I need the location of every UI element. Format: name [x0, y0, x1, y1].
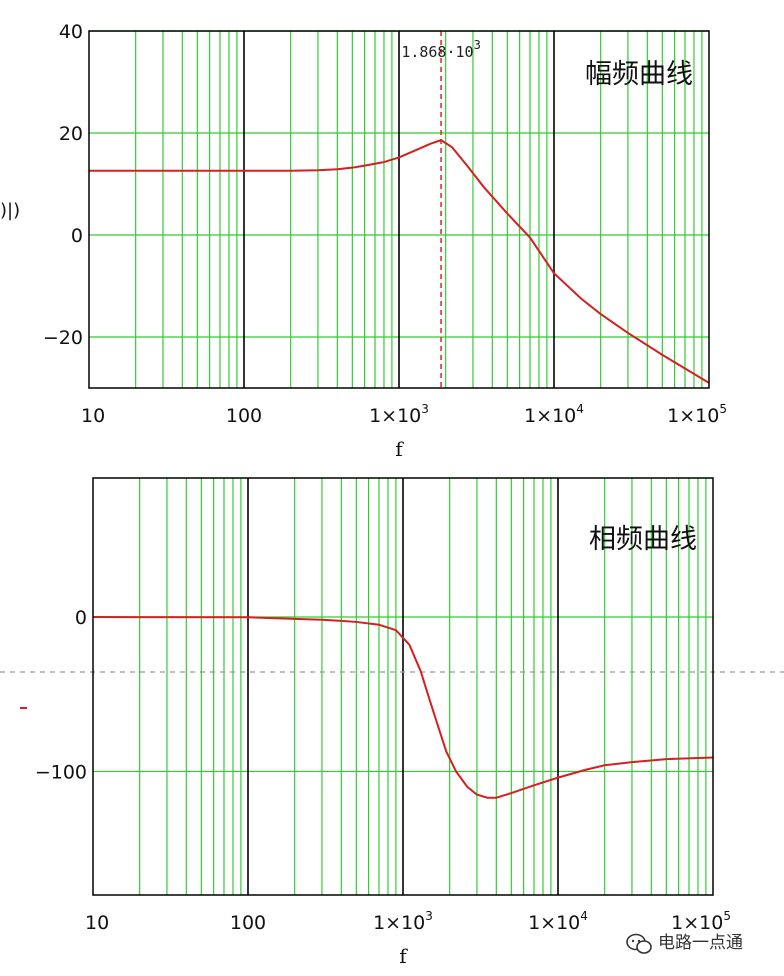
- wechat-icon: [626, 933, 652, 954]
- magnitude-plot-frame: [88, 30, 710, 389]
- x-tick-label: 100: [226, 405, 262, 427]
- magnitude-chart-title: 幅频曲线: [585, 59, 693, 90]
- y-tick-label: 40: [59, 21, 83, 43]
- phase-series-line: [92, 616, 714, 799]
- magnitude-grid: [89, 30, 709, 388]
- x-tick-label: 1×104: [528, 909, 588, 934]
- phase-chart-title: 相频曲线: [589, 524, 697, 555]
- y-tick-label: −100: [35, 761, 87, 783]
- watermark-text: 电路一点通: [658, 933, 743, 953]
- magnitude-y-tick-labels: 40 20 0 −20: [43, 21, 83, 349]
- magnitude-x-tick-labels: 10 100 1×103 1×104 1×105: [81, 402, 727, 427]
- y-tick-label: 0: [71, 225, 83, 247]
- y-tick-label: 0: [75, 607, 87, 629]
- phase-y-tick-labels: 0 −100: [35, 607, 87, 783]
- y-tick-label: −20: [43, 327, 83, 349]
- magnitude-series-line: [89, 139, 710, 384]
- phase-grid: [93, 478, 713, 895]
- phase-x-tick-labels: 10 100 1×103 1×104 1×105: [85, 909, 731, 934]
- x-tick-label: 100: [230, 912, 266, 934]
- magnitude-y-axis-label-partial: )|): [0, 200, 20, 221]
- magnitude-peak-marker-label: 1.868·103: [401, 38, 480, 61]
- x-tick-label: 1×103: [373, 909, 433, 934]
- watermark: 电路一点通: [626, 933, 743, 954]
- x-tick-label: 1×105: [667, 402, 727, 427]
- y-tick-label: 20: [59, 123, 83, 145]
- phase-chart: 0 −100 10 100 1×103 1×104 1×105 相频曲线 f: [0, 477, 784, 968]
- magnitude-x-axis-label: f: [395, 437, 404, 461]
- phase-x-axis-label: f: [399, 944, 408, 968]
- x-tick-label: 1×103: [369, 402, 429, 427]
- x-tick-label: 10: [85, 912, 109, 934]
- x-tick-label: 1×105: [671, 909, 731, 934]
- x-tick-label: 1×104: [524, 402, 584, 427]
- x-tick-label: 10: [81, 405, 105, 427]
- phase-plot-frame: [92, 477, 714, 896]
